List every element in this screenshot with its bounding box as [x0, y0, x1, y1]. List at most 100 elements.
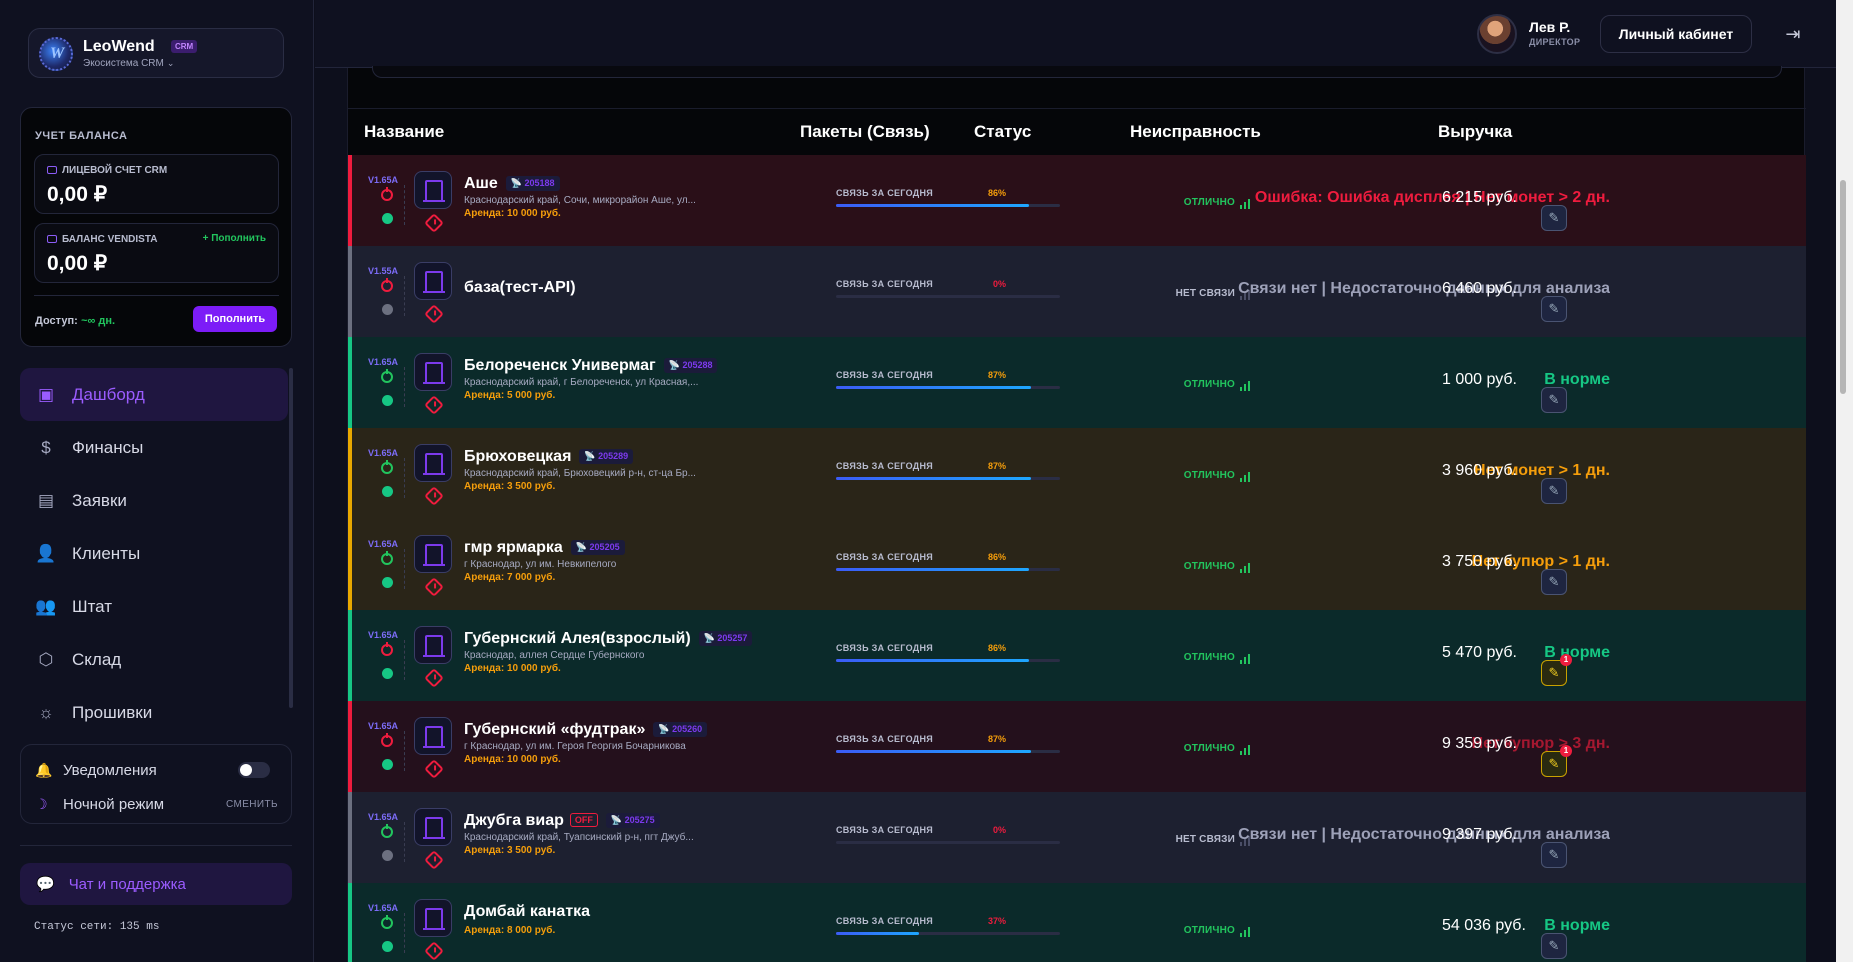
power-icon[interactable]	[381, 460, 393, 474]
power-icon[interactable]	[381, 642, 393, 656]
vending-machine-icon[interactable]	[414, 626, 452, 664]
vending-machine-icon[interactable]	[414, 899, 452, 937]
machine-name-text: Домбай канатка	[464, 903, 591, 920]
machine-name[interactable]: Брюховецкая 205289	[464, 448, 634, 466]
alert-icon[interactable]	[424, 304, 444, 324]
vending-machine-icon[interactable]	[414, 444, 452, 482]
vendista-topup-link[interactable]: + Пополнить	[202, 233, 266, 244]
avatar[interactable]	[1477, 14, 1517, 54]
power-icon[interactable]	[381, 278, 393, 292]
machine-name[interactable]: Белореченск Универмаг 205288	[464, 357, 718, 375]
online-indicator	[382, 486, 393, 497]
vending-machine-icon[interactable]	[414, 535, 452, 573]
packets-percent: 0%	[992, 825, 1006, 835]
logout-icon[interactable]: ⇥	[1785, 24, 1801, 44]
page-scrollbar-thumb[interactable]	[1840, 180, 1846, 394]
notifications-toggle[interactable]	[238, 762, 270, 778]
connection-status: НЕТ СВЯЗИ	[1176, 834, 1252, 846]
nav-item-2[interactable]: ▤ Заявки	[20, 474, 288, 527]
fault-cell: В норме	[1112, 883, 1610, 962]
alert-icon[interactable]	[424, 759, 444, 779]
online-indicator	[382, 850, 393, 861]
signal-icon	[1240, 744, 1252, 755]
topup-button[interactable]: Пополнить	[193, 306, 277, 332]
alert-icon[interactable]	[424, 850, 444, 870]
edit-icon[interactable]: ✎	[1541, 478, 1567, 504]
alert-icon[interactable]	[424, 668, 444, 688]
edit-icon[interactable]: ✎	[1541, 296, 1567, 322]
machine-name[interactable]: Аше 205188	[464, 175, 560, 193]
power-icon[interactable]	[381, 915, 393, 929]
edit-icon[interactable]: ✎	[1541, 569, 1567, 595]
edit-icon[interactable]: ✎	[1541, 933, 1567, 959]
nav-item-label: Прошивки	[72, 702, 153, 722]
online-indicator	[382, 759, 393, 770]
table-row[interactable]: V1.65A гмр ярмарка 205205 г Краснодар, ул и…	[348, 519, 1806, 610]
power-icon[interactable]	[381, 824, 393, 838]
rent-amount: Аренда: 10 000 руб.	[464, 754, 561, 765]
vending-machine-icon[interactable]	[414, 353, 452, 391]
edit-icon[interactable]: ✎ 1	[1541, 745, 1572, 777]
column-fault[interactable]: Неисправность	[1130, 122, 1261, 141]
machine-name[interactable]: гмр ярмарка 205205	[464, 539, 625, 557]
alert-icon[interactable]	[424, 941, 444, 961]
column-revenue[interactable]: Выручка	[1438, 122, 1513, 141]
nav-item-label: Клиенты	[72, 543, 141, 563]
nav-item-0[interactable]: ▣ Дашборд	[20, 368, 288, 421]
nav-item-1[interactable]: $ Финансы	[20, 421, 288, 474]
personal-cabinet-button[interactable]: Личный кабинет	[1600, 15, 1752, 53]
power-icon[interactable]	[381, 187, 393, 201]
machine-name[interactable]: Домбай канатка	[464, 903, 590, 921]
vending-machine-icon[interactable]	[414, 171, 452, 209]
machine-name[interactable]: база(тест-API)	[464, 279, 576, 297]
nav-scrollbar[interactable]	[289, 368, 293, 708]
switch-theme-button[interactable]: СМЕНИТЬ	[226, 798, 278, 810]
table-row[interactable]: V1.65A Домбай канатка Аренда: 8 000 руб. СВ…	[348, 883, 1806, 962]
edit-icon[interactable]: ✎	[1541, 842, 1567, 868]
power-icon[interactable]	[381, 733, 393, 747]
page-scrollbar-track[interactable]	[1836, 0, 1853, 962]
document-icon: ▤	[37, 490, 55, 510]
packets-percent: 87%	[987, 734, 1006, 744]
machine-name[interactable]: Губернский «фудтрак» 205260	[464, 721, 708, 739]
table-row[interactable]: V1.65A Губернский «фудтрак» 205260 г Красно…	[348, 701, 1806, 792]
edit-icon[interactable]: ✎	[1541, 205, 1567, 231]
column-status[interactable]: Статус	[974, 122, 1032, 141]
firmware-version: V1.65A	[368, 903, 399, 913]
table-row[interactable]: V1.65A Брюховецкая 205289 Краснодарский кра…	[348, 428, 1806, 519]
sidebar: W LeoWend CRM Экосистема CRM ⌄ УЧЕТ БАЛАН…	[0, 0, 314, 962]
packets-progress	[836, 750, 1060, 753]
rent-amount: Аренда: 10 000 руб.	[464, 663, 561, 674]
nav-item-5[interactable]: ⬡ Склад	[20, 633, 288, 686]
table-row[interactable]: V1.65A Губернский Алея(взрослый) 205257 Кра…	[348, 610, 1806, 701]
table-row[interactable]: V1.65A Джубга виар OFF 205275 Краснодарский …	[348, 792, 1806, 883]
access-info: Доступ: ~∞ дн.	[35, 315, 116, 327]
edit-icon[interactable]: ✎	[1541, 387, 1567, 413]
power-icon[interactable]	[381, 369, 393, 383]
machine-name[interactable]: Губернский Алея(взрослый) 205257	[464, 630, 753, 648]
alert-icon[interactable]	[424, 395, 444, 415]
brand-switcher[interactable]: W LeoWend CRM Экосистема CRM ⌄	[28, 28, 284, 78]
chat-support-button[interactable]: 💬 Чат и поддержка	[20, 863, 292, 905]
column-packets[interactable]: Пакеты (Связь)	[800, 122, 930, 141]
table-row[interactable]: V1.65A Аше 205188 Краснодарский край, Сочи,…	[348, 155, 1806, 246]
nav-item-3[interactable]: 👤 Клиенты	[20, 527, 288, 580]
column-name[interactable]: Название	[364, 122, 445, 141]
fault-cell: В норме	[1112, 610, 1610, 701]
vending-machine-icon[interactable]	[414, 717, 452, 755]
revenue-value: 9 397 руб.	[1442, 826, 1517, 843]
nav-item-4[interactable]: 👥 Штат	[20, 580, 288, 633]
alert-icon[interactable]	[424, 213, 444, 233]
power-icon[interactable]	[381, 551, 393, 565]
vending-machine-icon[interactable]	[414, 808, 452, 846]
edit-icon[interactable]: ✎ 1	[1541, 654, 1572, 686]
machine-name-text: Губернский «фудтрак»	[464, 721, 646, 738]
brand-subtitle: Экосистема CRM ⌄	[83, 58, 175, 69]
alert-icon[interactable]	[424, 577, 444, 597]
vending-machine-icon[interactable]	[414, 262, 452, 300]
table-row[interactable]: V1.55A база(тест-API) СВЯЗЬ ЗА СЕГОДНЯ 0% НЕ…	[348, 246, 1806, 337]
machine-name[interactable]: Джубга виар OFF 205275	[464, 812, 660, 830]
nav-item-6[interactable]: ☼ Прошивки	[20, 686, 288, 739]
alert-icon[interactable]	[424, 486, 444, 506]
table-row[interactable]: V1.65A Белореченск Универмаг 205288 Краснод…	[348, 337, 1806, 428]
